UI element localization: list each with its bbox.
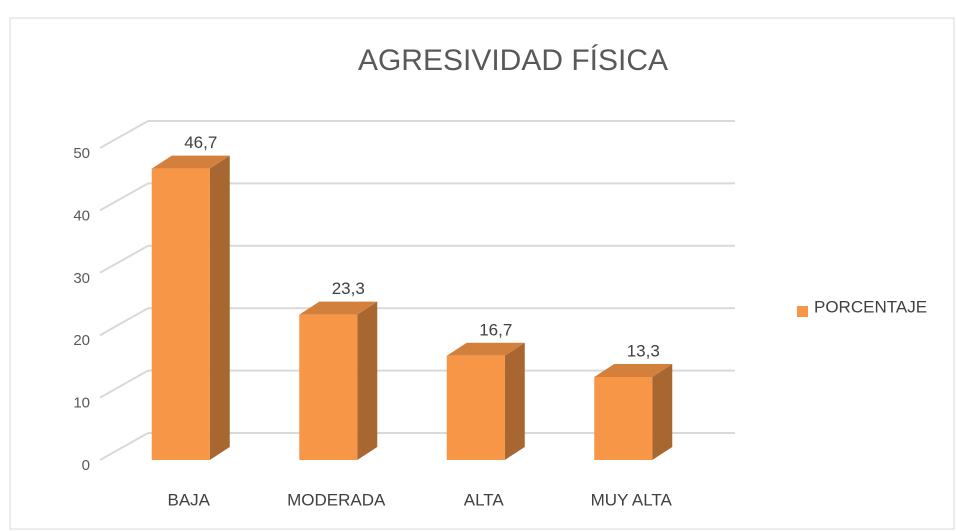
value-label: 23,3 (332, 279, 365, 298)
x-tick-label: ALTA (464, 490, 505, 509)
grid-line (99, 307, 149, 337)
bar (446, 355, 505, 460)
y-tick-label: 30 (73, 270, 90, 287)
y-tick-label: 0 (82, 457, 90, 474)
bar (151, 168, 210, 461)
bar-top (299, 301, 378, 315)
x-tick-label: MUY ALTA (591, 490, 673, 509)
y-tick-label: 10 (73, 395, 90, 412)
bar-top (446, 342, 525, 356)
legend-swatch (797, 306, 808, 317)
x-tick-label: MODERADA (287, 490, 386, 509)
x-tick-label: BAJA (167, 490, 210, 509)
y-tick-label: 20 (73, 332, 90, 349)
bar-side (357, 301, 378, 460)
value-label: 46,7 (184, 133, 217, 152)
bar-side (504, 342, 525, 460)
grid-line (99, 120, 149, 149)
bar-top (151, 155, 230, 169)
bar (299, 314, 358, 460)
grid-line (99, 432, 149, 461)
value-label: 16,7 (479, 320, 512, 339)
chart-title: AGRESIVIDAD FÍSICA (358, 44, 668, 77)
grid-line (99, 369, 149, 399)
value-label: 13,3 (627, 341, 660, 360)
y-tick-label: 40 (73, 207, 90, 224)
bar-top (594, 364, 673, 378)
bar-side (209, 155, 230, 461)
grid-line (99, 244, 149, 274)
y-tick-label: 50 (73, 145, 90, 162)
bar-side (652, 364, 673, 460)
grid-line (99, 182, 149, 212)
legend-label: PORCENTAJE (814, 297, 927, 316)
bar (594, 377, 653, 460)
